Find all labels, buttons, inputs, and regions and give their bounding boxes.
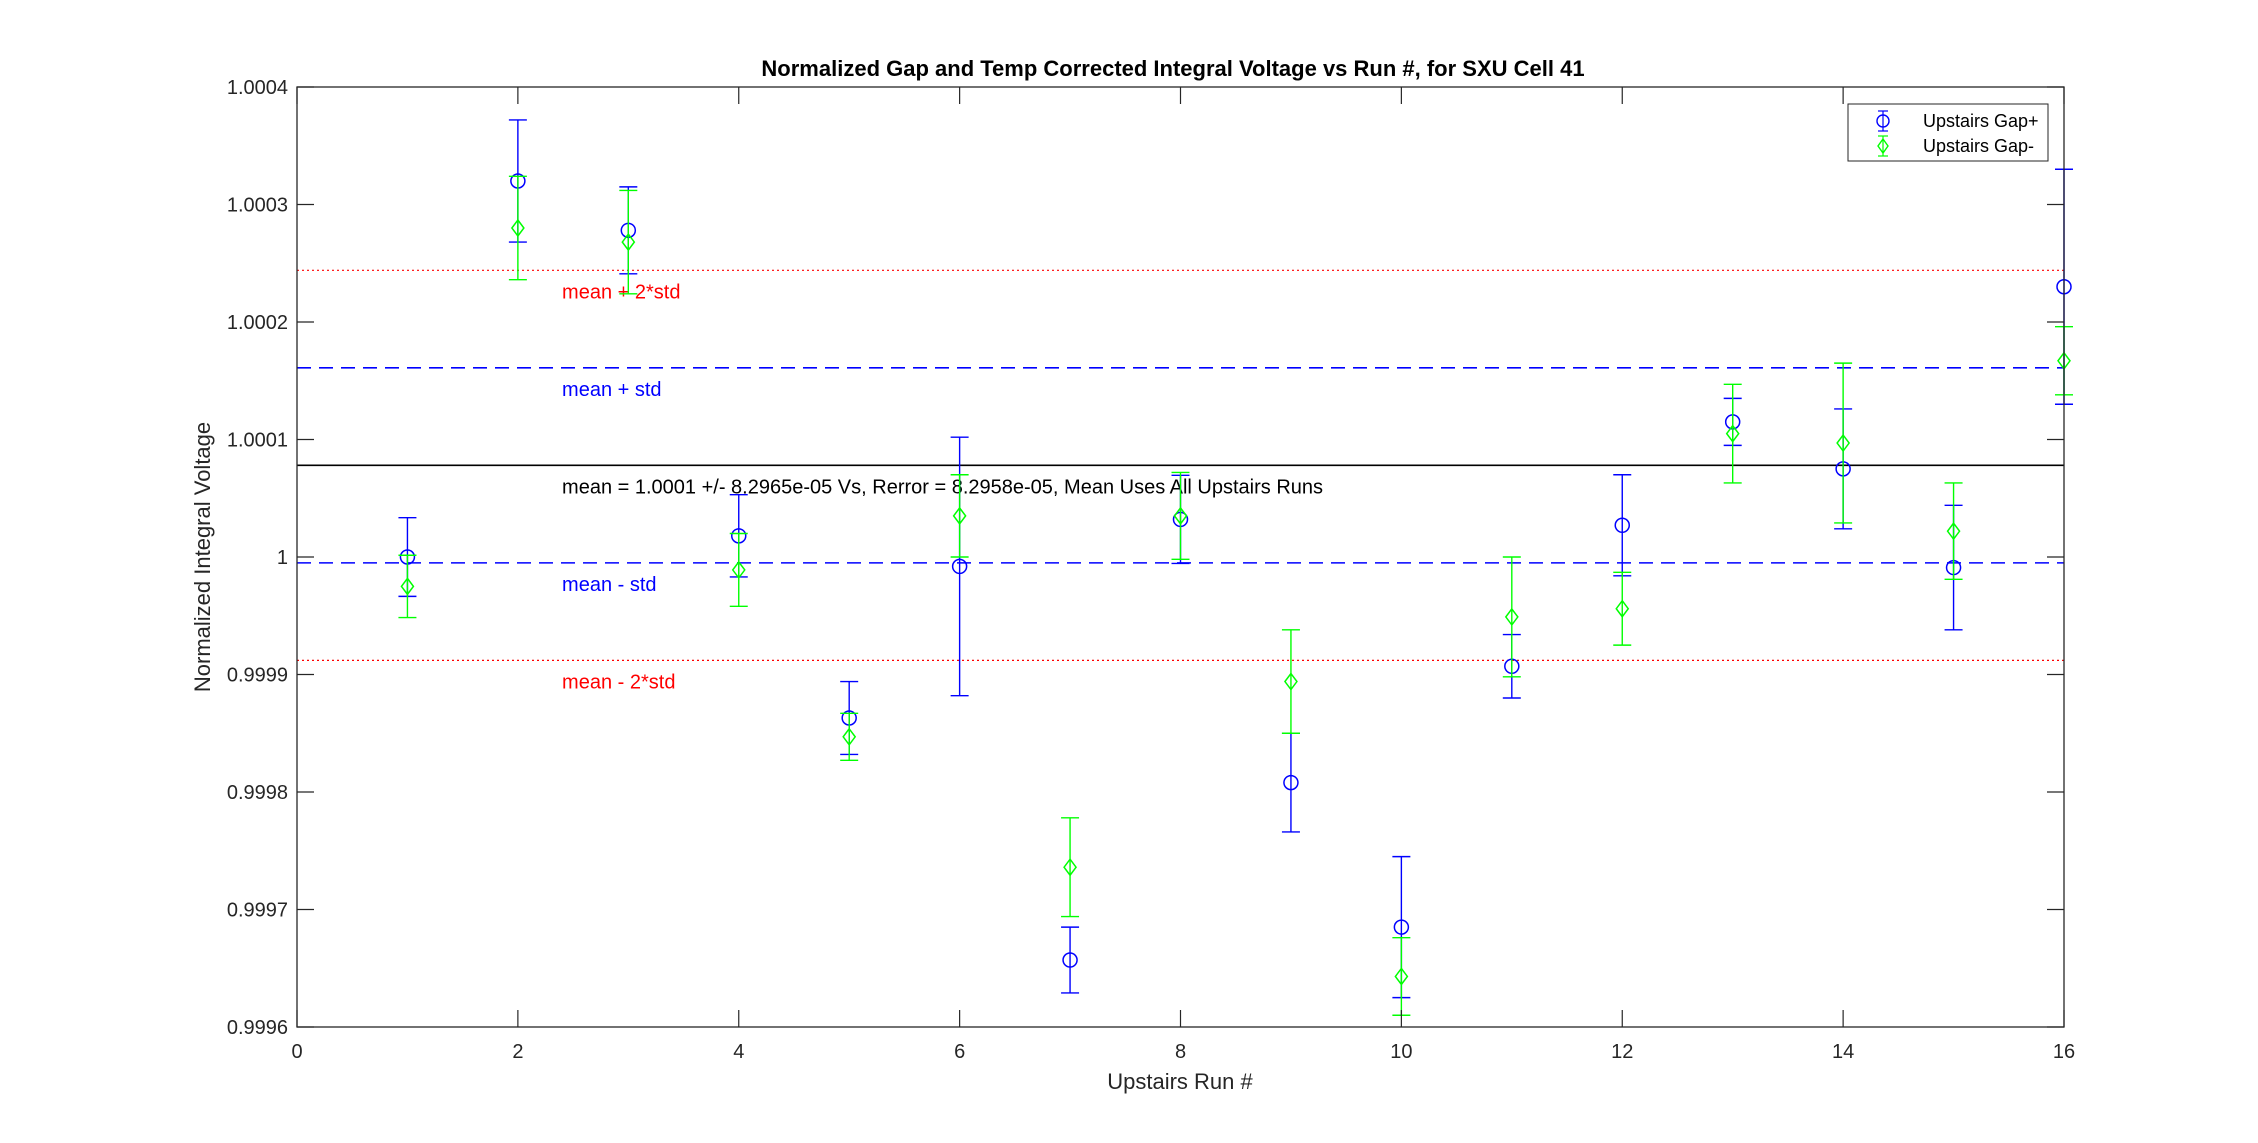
error-bar xyxy=(1281,629,1300,734)
legend-item: Upstairs Gap+ xyxy=(1876,110,2039,132)
y-tick-label: 1.0002 xyxy=(227,312,288,334)
y-tick-label: 1.0001 xyxy=(227,430,288,452)
error-bar xyxy=(619,189,638,295)
error-bar xyxy=(1061,926,1080,994)
data-point xyxy=(1836,433,1851,453)
y-tick-label: 0.9996 xyxy=(227,1017,288,1039)
y-tick-label: 0.9998 xyxy=(227,782,288,804)
legend-marker xyxy=(1877,137,1889,155)
error-bar xyxy=(840,712,859,761)
x-tick-label: 16 xyxy=(2053,1041,2075,1063)
data-point xyxy=(1725,424,1740,443)
data-point xyxy=(510,218,525,238)
error-bar xyxy=(950,474,969,558)
error-bar xyxy=(1613,571,1632,646)
error-bar xyxy=(729,532,748,608)
x-tick-label: 14 xyxy=(1832,1041,1854,1063)
data-point xyxy=(621,232,636,252)
x-axis-label: Upstairs Run # xyxy=(1107,1069,1253,1094)
x-tick-label: 8 xyxy=(1175,1041,1186,1063)
chart-title: Normalized Gap and Temp Corrected Integr… xyxy=(761,56,1584,81)
x-tick-label: 10 xyxy=(1390,1041,1412,1063)
x-tick-label: 4 xyxy=(733,1041,744,1063)
legend-item: Upstairs Gap- xyxy=(1877,135,2034,157)
data-point xyxy=(1173,506,1188,526)
ref-label-mean-plus-2std: mean + 2*std xyxy=(562,281,680,303)
data-point xyxy=(1394,967,1409,986)
legend-label: Upstairs Gap+ xyxy=(1923,111,2039,131)
y-tick-label: 1.0004 xyxy=(227,77,288,99)
data-point xyxy=(1393,919,1410,935)
data-point xyxy=(400,577,415,596)
ref-label-mean-plus-std: mean + std xyxy=(562,379,662,401)
data-point xyxy=(952,506,967,526)
legend: Upstairs Gap+ Upstairs Gap- xyxy=(1847,103,2049,162)
error-bar xyxy=(1944,482,1963,581)
data-point xyxy=(1614,517,1630,534)
data-point xyxy=(1946,521,1961,541)
reference-lines: mean = 1.0001 +/- 8.2965e-05 Vs, Rerror … xyxy=(297,269,2064,693)
x-tick-label: 12 xyxy=(1611,1041,1633,1063)
ref-label-mean-minus-std: mean - std xyxy=(562,574,656,596)
ref-label-mean-minus-2std: mean - 2*std xyxy=(562,671,675,693)
y-tick-label: 1.0003 xyxy=(227,195,288,217)
y-tick-label: 0.9997 xyxy=(227,900,288,922)
data-point xyxy=(1283,774,1299,791)
data-point xyxy=(1063,857,1077,877)
axes-layer: 0 2 4 6 8 10 12 14 16 0.9996 0.9997 0.9998 0.9999 1 1.… xyxy=(227,77,2075,1063)
error-bar xyxy=(1834,362,1853,524)
data-point xyxy=(1284,672,1298,691)
error-bar xyxy=(1502,556,1521,678)
y-tick-label: 0.9999 xyxy=(227,665,288,687)
y-axis-label: Normalized Integral Voltage xyxy=(190,422,215,692)
error-bar xyxy=(398,554,417,619)
data-point xyxy=(1504,607,1519,627)
legend-label: Upstairs Gap- xyxy=(1923,136,2034,156)
legend-marker xyxy=(1876,114,1890,128)
data-point xyxy=(842,727,857,747)
error-bar xyxy=(1171,471,1190,561)
x-tick-label: 0 xyxy=(291,1041,302,1063)
data-point xyxy=(1062,952,1078,968)
data-point xyxy=(1615,599,1630,618)
x-tick-label: 2 xyxy=(512,1041,523,1063)
data-point xyxy=(951,558,968,575)
error-bar xyxy=(1061,817,1080,918)
error-bar xyxy=(1723,383,1742,484)
error-bar xyxy=(508,175,527,281)
data-point xyxy=(731,560,746,580)
ref-label-mean: mean = 1.0001 +/- 8.2965e-05 Vs, Rerror … xyxy=(562,476,1323,498)
x-tick-label: 6 xyxy=(954,1041,965,1063)
y-tick-label: 1 xyxy=(277,547,288,569)
